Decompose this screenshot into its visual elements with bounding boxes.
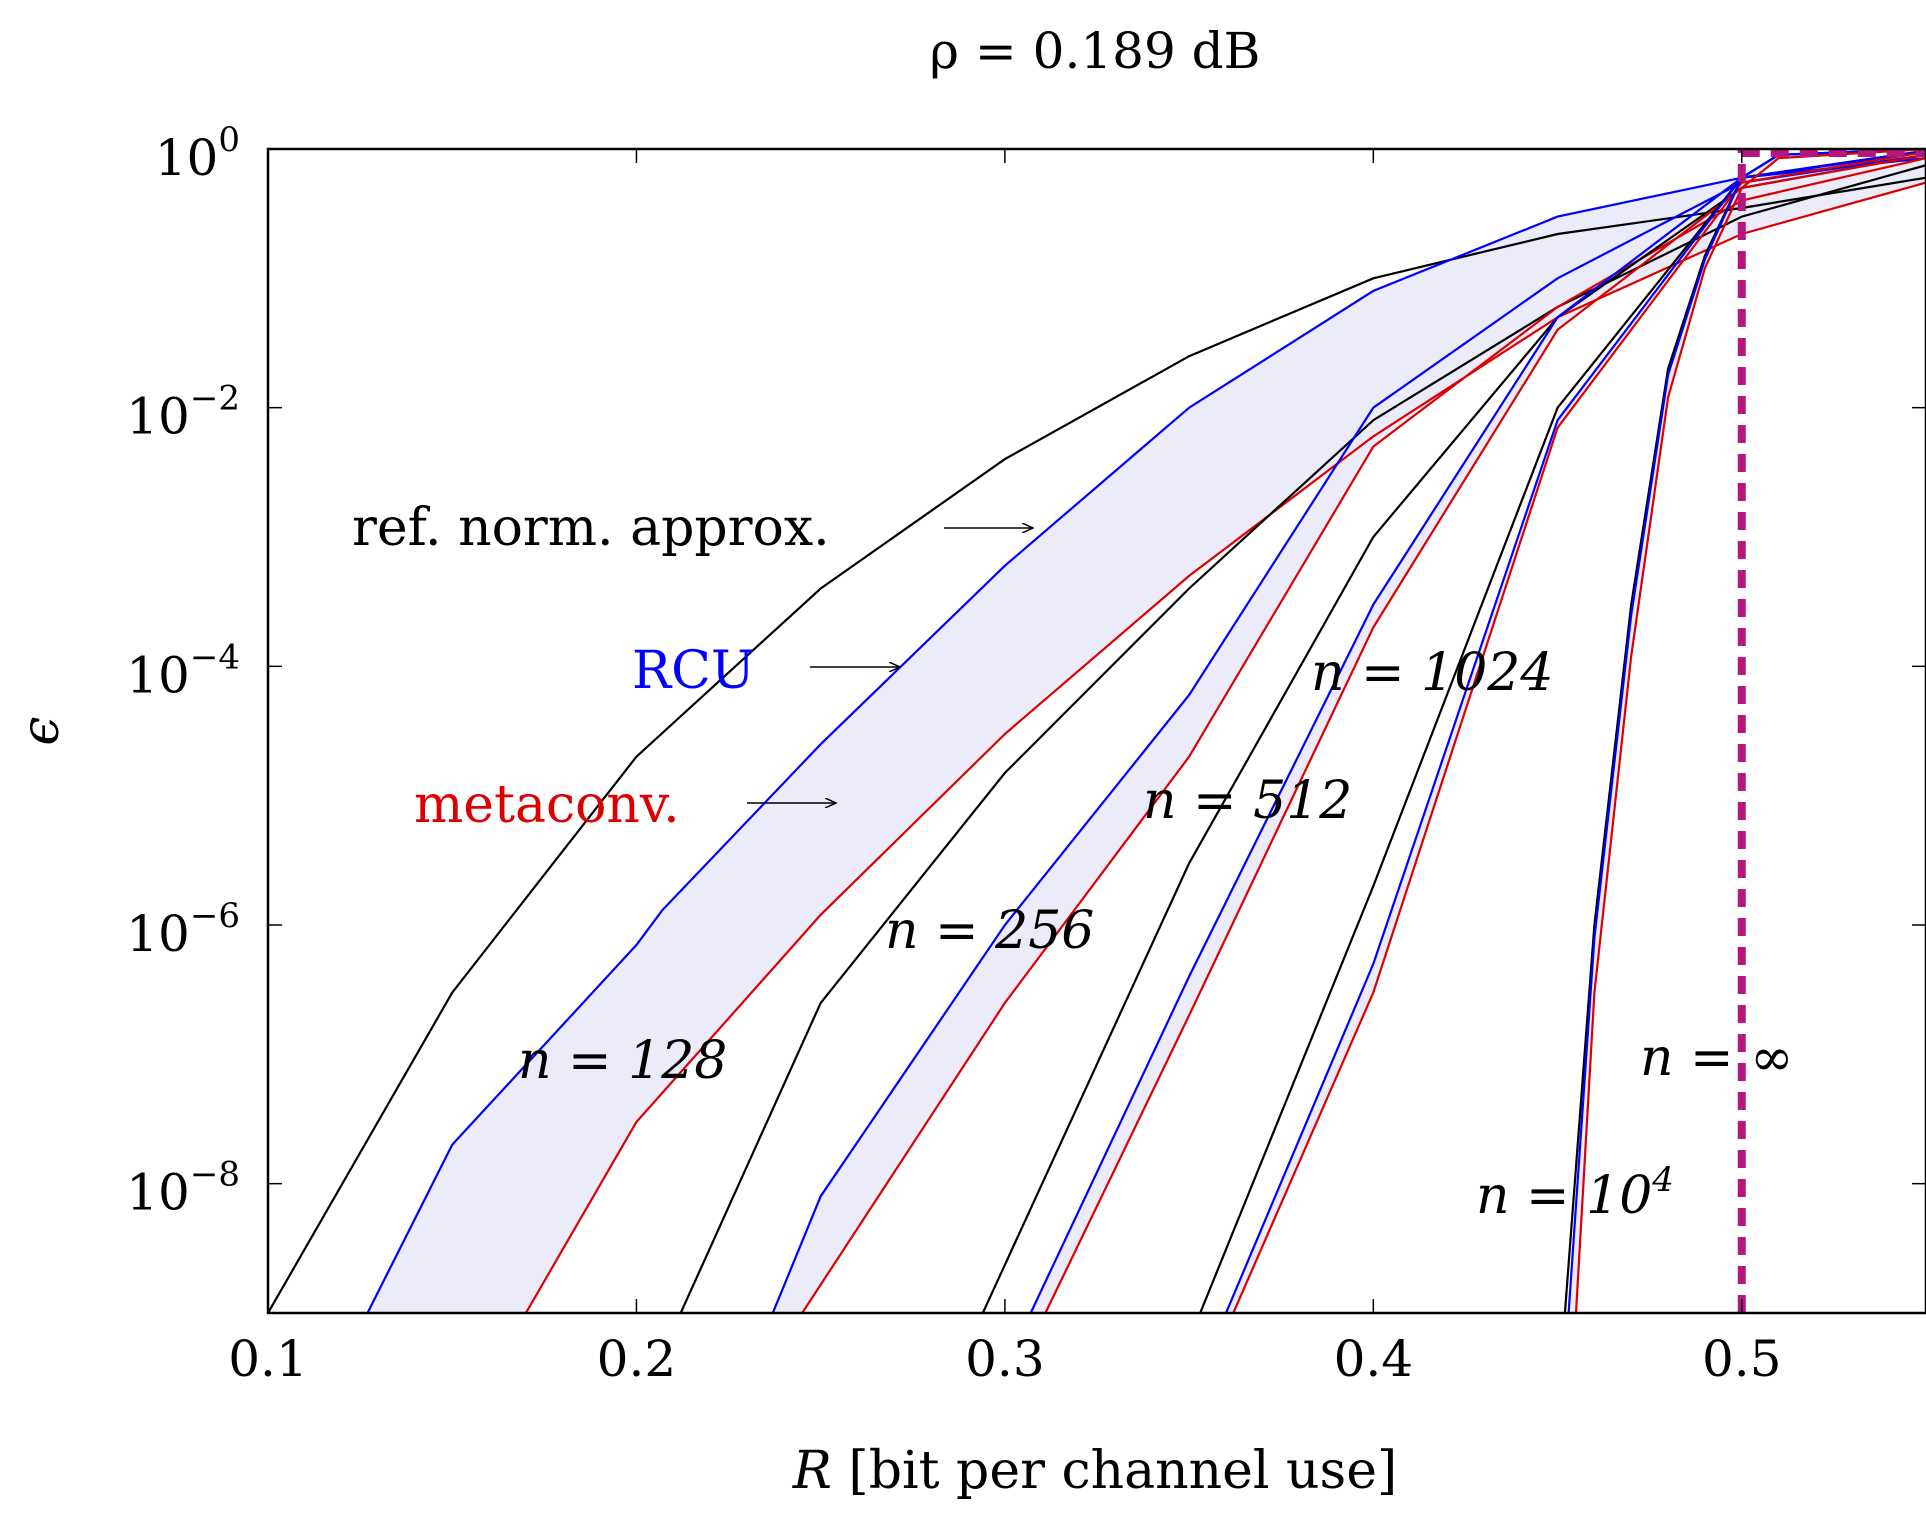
x-tick-label: 0.1 [228,1330,308,1388]
y-tick-label: 10−2 [126,379,240,446]
rcu-annotation: RCU [632,641,755,701]
y-tick-label: 10−4 [126,637,240,704]
meta-curve-n1024 [1232,150,1926,1313]
meta-curve-n10^4 [1574,149,1926,1313]
band-n128 [367,158,1926,1313]
meta-curve-n512 [1044,153,1926,1313]
x-axis-label: R [bit per channel use] [792,1441,1398,1501]
n1e4-label: n = 104 [1476,1160,1674,1226]
ref-curve-n128 [268,176,1926,1313]
rcu-curve-n128 [366,157,1926,1313]
rcu-metaconv-band-group [367,149,1926,1313]
rcu-curve-n10^4 [1567,149,1926,1313]
n128-label: n = 128 [518,1031,727,1091]
n256-label: n = 256 [885,901,1094,961]
n-infinity-label: n = ∞ [1640,1028,1793,1088]
rcu-curve-n256 [771,153,1926,1313]
x-tick-label: 0.4 [1334,1330,1414,1388]
n512-label: n = 512 [1143,771,1352,831]
x-tick-label: 0.2 [597,1330,677,1388]
ref-curve-n256 [679,164,1926,1313]
metaconv-annotation: metaconv. [414,775,680,835]
y-axis-label: ϵ [11,716,71,745]
plot-frame [266,147,1926,1315]
x-tick-label: 0.3 [965,1330,1045,1388]
meta-curve-n128 [524,181,1926,1313]
y-tick-label: 100 [155,120,240,187]
ref-approx-annotation: ref. norm. approx. [352,498,830,558]
x-tick-label: 0.5 [1702,1330,1782,1388]
n1024-label: n = 1024 [1311,643,1553,703]
tick-group: 0.1 0.2 0.3 0.4 0.5 100 10−2 10−4 10−6 10−8 [126,120,1926,1388]
curve-group [268,149,1926,1313]
y-tick-label: 10−6 [126,896,240,963]
chart-title: ρ = 0.189 dB [930,22,1261,80]
rcu-curve-n1024 [1224,149,1926,1313]
y-tick-label: 10−8 [126,1155,240,1222]
